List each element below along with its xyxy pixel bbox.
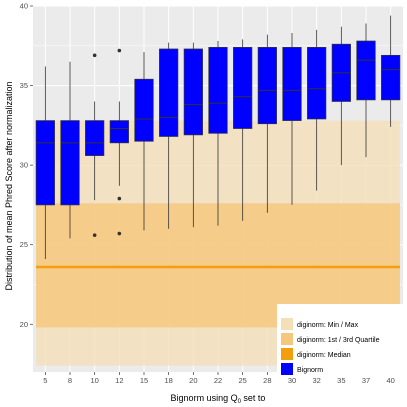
x-axis-title: Bignorm using Q0 set to	[171, 393, 266, 405]
x-tick-label: 8	[68, 376, 72, 385]
axes: 20 25 30 35 40 5 8 10 12 15 18 20 22 25 28 30 32 35 37 40	[20, 2, 395, 386]
x-tick-label: 35	[337, 376, 345, 385]
y-tick-label: 35	[20, 81, 28, 90]
x-axis-title-main: Bignorm using Q	[171, 393, 238, 403]
diginorm-bands	[36, 120, 400, 366]
x-tick-label: 32	[312, 376, 320, 385]
box-iqr	[134, 78, 154, 142]
x-axis-title-subscript: 0	[238, 399, 242, 405]
box-iqr	[60, 120, 80, 206]
x-tick-label: 30	[288, 376, 296, 385]
legend-label-quartile: diginorm: 1st / 3rd Quartile	[297, 337, 380, 344]
outlier-point	[92, 233, 97, 237]
legend-item-median: diginorm: Median	[281, 348, 351, 360]
box-iqr	[233, 47, 253, 129]
legend-swatch-bignorm	[281, 363, 293, 375]
legend-label-minmax: diginorm: Min / Max	[297, 322, 359, 329]
legend-background	[277, 304, 403, 378]
box-iqr	[208, 47, 228, 134]
box-iqr	[307, 47, 327, 120]
x-tick-label: 40	[386, 376, 394, 385]
x-tick-label: 37	[362, 376, 370, 385]
x-tick-label: 25	[238, 376, 246, 385]
x-axis-title-tail: set to	[241, 393, 266, 403]
legend-swatch-median	[281, 348, 293, 360]
box-iqr	[35, 120, 55, 206]
legend-item-minmax: diginorm: Min / Max	[281, 318, 359, 330]
legend-item-bignorm: Bignorm	[281, 363, 323, 375]
box-iqr	[85, 120, 105, 156]
x-tick-label: 28	[263, 376, 271, 385]
box-iqr	[159, 48, 179, 137]
legend-label-bignorm: Bignorm	[297, 367, 323, 374]
y-tick-label: 20	[20, 320, 28, 329]
y-tick-label: 40	[20, 2, 28, 11]
x-tick-label: 12	[115, 376, 123, 385]
legend-swatch-minmax	[281, 318, 293, 330]
x-tick-label: 10	[90, 376, 98, 385]
box-iqr	[109, 120, 129, 144]
outlier-point	[117, 231, 122, 236]
outlier-point	[117, 196, 122, 201]
boxes	[35, 15, 401, 260]
box-iqr	[381, 54, 401, 101]
y-axis-title: Distribution of mean Phred Score after n…	[4, 81, 14, 290]
legend-swatch-quartile	[281, 333, 293, 345]
legend: diginorm: Min / Max diginorm: 1st / 3rd …	[277, 304, 403, 378]
x-tick-label: 15	[140, 376, 148, 385]
y-tick-label: 30	[20, 161, 28, 170]
box-iqr	[356, 40, 376, 101]
x-tick-label: 18	[164, 376, 172, 385]
outlier-point	[117, 48, 122, 53]
box-iqr	[183, 48, 203, 136]
x-tick-label: 22	[214, 376, 222, 385]
x-tick-label: 5	[43, 376, 47, 385]
box-iqr	[282, 47, 302, 121]
y-tick-label: 25	[20, 240, 28, 249]
box-iqr	[257, 47, 277, 125]
x-tick-label: 20	[189, 376, 197, 385]
legend-item-quartile: diginorm: 1st / 3rd Quartile	[281, 333, 380, 345]
outlier-point	[92, 53, 97, 58]
legend-label-median: diginorm: Median	[297, 352, 351, 359]
